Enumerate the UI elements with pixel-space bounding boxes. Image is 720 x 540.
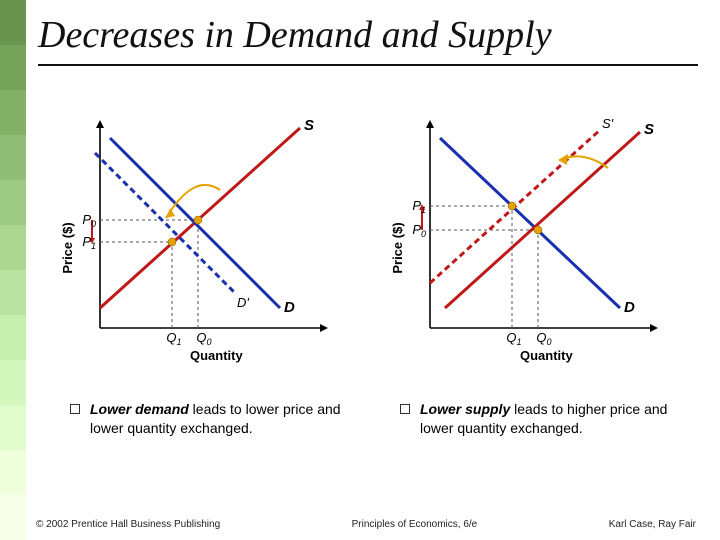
svg-text:P0: P0	[412, 222, 426, 239]
chart-supply-decrease: Quantity Price ($) S S' D P1 P0 Q0 Q1	[390, 108, 680, 368]
caption-left-text: Lower demand leads to lower price and lo…	[90, 400, 350, 438]
caption-left-bold: Lower demand	[90, 401, 189, 417]
svg-text:Quantity: Quantity	[520, 348, 573, 363]
bullet-icon	[400, 404, 410, 414]
svg-text:D: D	[624, 299, 635, 316]
svg-text:Q1: Q1	[506, 330, 521, 347]
captions-row: Lower demand leads to lower price and lo…	[70, 400, 680, 438]
footer-right: Karl Case, Ray Fair	[609, 519, 696, 530]
title-block: Decreases in Demand and Supply	[38, 16, 698, 66]
svg-text:P1: P1	[412, 198, 426, 215]
caption-right: Lower supply leads to higher price and l…	[400, 400, 680, 438]
caption-left: Lower demand leads to lower price and lo…	[70, 400, 350, 438]
footer-center: Principles of Economics, 6/e	[352, 519, 478, 530]
bullet-icon	[70, 404, 80, 414]
footer-left: © 2002 Prentice Hall Business Publishing	[36, 519, 220, 530]
svg-text:Quantity: Quantity	[190, 348, 243, 363]
svg-text:P0: P0	[82, 212, 96, 229]
decorative-sidebar	[0, 0, 26, 540]
svg-text:Q0: Q0	[536, 330, 551, 347]
svg-text:S: S	[304, 117, 314, 134]
footer: © 2002 Prentice Hall Business Publishing…	[36, 519, 696, 530]
svg-text:Q0: Q0	[196, 330, 211, 347]
caption-right-text: Lower supply leads to higher price and l…	[420, 400, 680, 438]
svg-text:S: S	[644, 121, 654, 138]
page-title: Decreases in Demand and Supply	[38, 16, 698, 66]
svg-text:D: D	[284, 299, 295, 316]
svg-text:P1: P1	[82, 234, 96, 251]
svg-text:D': D'	[237, 295, 249, 310]
chart-demand-decrease: Quantity Price ($) S D D' P0 P1 Q0 Q1	[60, 108, 350, 368]
charts-row: Quantity Price ($) S D D' P0 P1 Q0 Q1 Quantity Pr…	[60, 108, 680, 368]
svg-text:S': S'	[602, 116, 614, 131]
svg-text:Price ($): Price ($)	[390, 222, 405, 273]
svg-text:Price ($): Price ($)	[60, 222, 75, 273]
caption-right-bold: Lower supply	[420, 401, 510, 417]
svg-text:Q1: Q1	[166, 330, 181, 347]
